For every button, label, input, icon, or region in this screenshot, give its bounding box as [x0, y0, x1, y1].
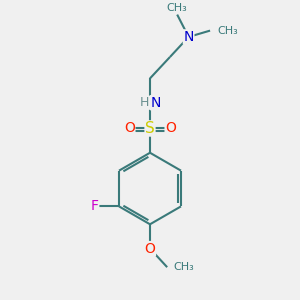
Text: CH₃: CH₃ [217, 26, 238, 36]
Text: N: N [183, 30, 194, 44]
Text: O: O [145, 242, 155, 256]
Text: N: N [151, 96, 161, 110]
Text: O: O [165, 122, 176, 135]
Text: O: O [124, 122, 135, 135]
Text: H: H [140, 96, 149, 109]
Text: F: F [91, 200, 99, 213]
Text: CH₃: CH₃ [173, 262, 194, 272]
Text: S: S [145, 121, 155, 136]
Text: CH₃: CH₃ [167, 3, 188, 13]
